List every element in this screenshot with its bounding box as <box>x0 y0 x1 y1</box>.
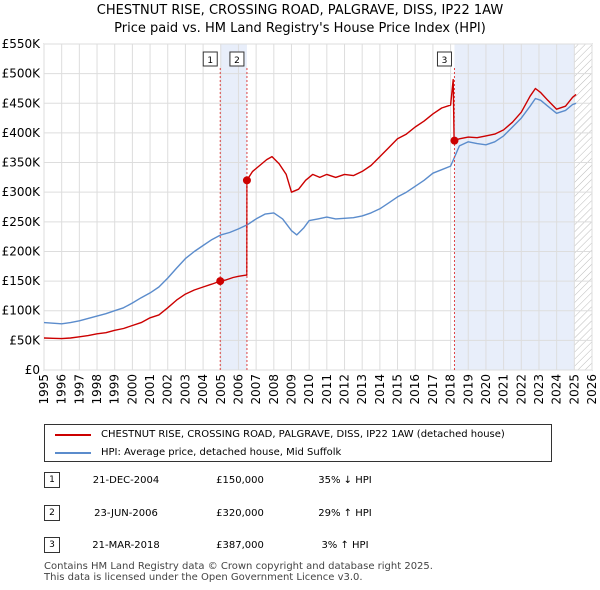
transaction-number: 1 <box>44 472 60 488</box>
x-tick-label: 2006 <box>231 374 245 405</box>
x-tick-label: 1996 <box>55 374 69 405</box>
shaded-periods <box>220 44 592 370</box>
series-lines <box>44 78 577 340</box>
sale-label: 1 <box>207 56 213 66</box>
x-tick-label: 2010 <box>302 374 316 405</box>
transaction-date: 21-DEC-2004 <box>92 475 160 486</box>
x-tick-label: 2009 <box>284 374 298 405</box>
shaded-period <box>220 44 247 370</box>
x-tick-label: 2024 <box>550 374 564 405</box>
y-tick-label: £450K <box>2 96 42 110</box>
y-tick-label: £250K <box>2 215 42 229</box>
y-tick-label: £550K <box>2 37 42 51</box>
x-tick-label: 1999 <box>108 374 122 405</box>
transaction-date: 23-JUN-2006 <box>94 508 158 519</box>
x-tick-label: 2011 <box>320 374 334 405</box>
series-line <box>44 97 577 325</box>
sale-label-box <box>202 51 218 67</box>
x-tick-label: 2013 <box>355 374 369 405</box>
sale-label: 2 <box>234 56 240 66</box>
x-tick-label: 2004 <box>196 374 210 405</box>
legend-label-property: CHESTNUT RISE, CROSSING ROAD, PALGRAVE, … <box>101 429 505 440</box>
x-tick-label: 2002 <box>161 374 175 405</box>
price-chart: 1 2 3 £0 £50K £100K £150K £200K £250K £300K £350K… <box>2 37 599 405</box>
x-tick-label: 2001 <box>143 374 157 405</box>
x-tick-label: 2015 <box>391 374 405 405</box>
transaction-row: 1 21-DEC-2004 £150,000 35% ↓ HPI <box>0 472 600 490</box>
shaded-period <box>454 44 575 370</box>
x-tick-label: 2025 <box>567 374 581 405</box>
title-line-1: CHESTNUT RISE, CROSSING ROAD, PALGRAVE, … <box>96 3 504 18</box>
legend: CHESTNUT RISE, CROSSING ROAD, PALGRAVE, … <box>44 424 552 462</box>
x-tick-label: 2017 <box>426 374 440 405</box>
legend-swatch-hpi <box>55 452 91 454</box>
footer: Contains HM Land Registry data © Crown c… <box>44 561 433 583</box>
x-tick-label: 2008 <box>267 374 281 405</box>
x-tick-label: 2003 <box>178 374 192 405</box>
transaction-hpi: 3% ↑ HPI <box>321 540 369 551</box>
y-tick-label: £0 <box>25 363 40 377</box>
title-line-2: Price paid vs. HM Land Registry's House … <box>114 21 486 36</box>
y-axis: £0 £50K £100K £150K £200K £250K £300K £350K £400… <box>2 37 42 377</box>
footer-line-2: This data is licensed under the Open Gov… <box>44 572 363 583</box>
y-tick-label: £500K <box>2 67 42 81</box>
x-tick-label: 2016 <box>408 374 422 405</box>
x-tick-label: 1995 <box>37 374 51 405</box>
transaction-hpi: 35% ↓ HPI <box>318 475 372 486</box>
x-tick-label: 2021 <box>497 374 511 405</box>
x-tick-label: 2019 <box>461 374 475 405</box>
x-tick-label: 2000 <box>125 374 139 405</box>
transaction-price: £150,000 <box>216 475 264 486</box>
x-tick-label: 2022 <box>514 374 528 405</box>
transaction-hpi: 29% ↑ HPI <box>318 508 372 519</box>
sale-label-box <box>436 51 452 67</box>
transaction-row: 3 21-MAR-2018 £387,000 3% ↑ HPI <box>0 537 600 555</box>
footer-line-1: Contains HM Land Registry data © Crown c… <box>44 561 433 572</box>
transaction-price: £387,000 <box>216 540 264 551</box>
transaction-date: 21-MAR-2018 <box>92 540 160 551</box>
transaction-row: 2 23-JUN-2006 £320,000 29% ↑ HPI <box>0 505 600 523</box>
x-tick-label: 2023 <box>532 374 546 405</box>
x-tick-label: 2007 <box>249 374 263 405</box>
sale-markers: 1 2 3 <box>202 51 459 370</box>
sale-label-box <box>229 51 245 67</box>
x-tick-label: 2020 <box>479 374 493 405</box>
transaction-number: 3 <box>44 537 60 553</box>
y-tick-label: £50K <box>9 333 41 347</box>
y-tick-label: £400K <box>2 126 42 140</box>
x-axis: 1995 1996 1997 1998 1999 2000 2001 2002 2003 2004… <box>37 374 599 405</box>
legend-swatch-property <box>55 434 91 436</box>
x-tick-label: 1998 <box>90 374 104 405</box>
y-tick-label: £300K <box>2 185 42 199</box>
sale-point <box>242 176 251 185</box>
chart-title: CHESTNUT RISE, CROSSING ROAD, PALGRAVE, … <box>0 2 600 38</box>
sale-point <box>450 136 459 145</box>
y-tick-label: £200K <box>2 244 42 258</box>
x-tick-label: 2026 <box>585 374 599 405</box>
hatched-region <box>574 44 592 370</box>
y-tick-label: £150K <box>2 274 42 288</box>
y-tick-label: £100K <box>2 304 42 318</box>
grid-lines <box>43 43 593 371</box>
series-line <box>44 78 577 340</box>
x-tick-label: 2012 <box>338 374 352 405</box>
x-tick-label: 1997 <box>72 374 86 405</box>
y-tick-label: £350K <box>2 156 42 170</box>
transaction-price: £320,000 <box>216 508 264 519</box>
x-tick-label: 2014 <box>373 374 387 405</box>
x-tick-label: 2005 <box>214 374 228 405</box>
legend-label-hpi: HPI: Average price, detached house, Mid … <box>101 447 342 458</box>
sale-label: 3 <box>442 56 448 66</box>
x-tick-label: 2018 <box>444 374 458 405</box>
sale-point <box>216 277 225 286</box>
transaction-number: 2 <box>44 505 60 521</box>
